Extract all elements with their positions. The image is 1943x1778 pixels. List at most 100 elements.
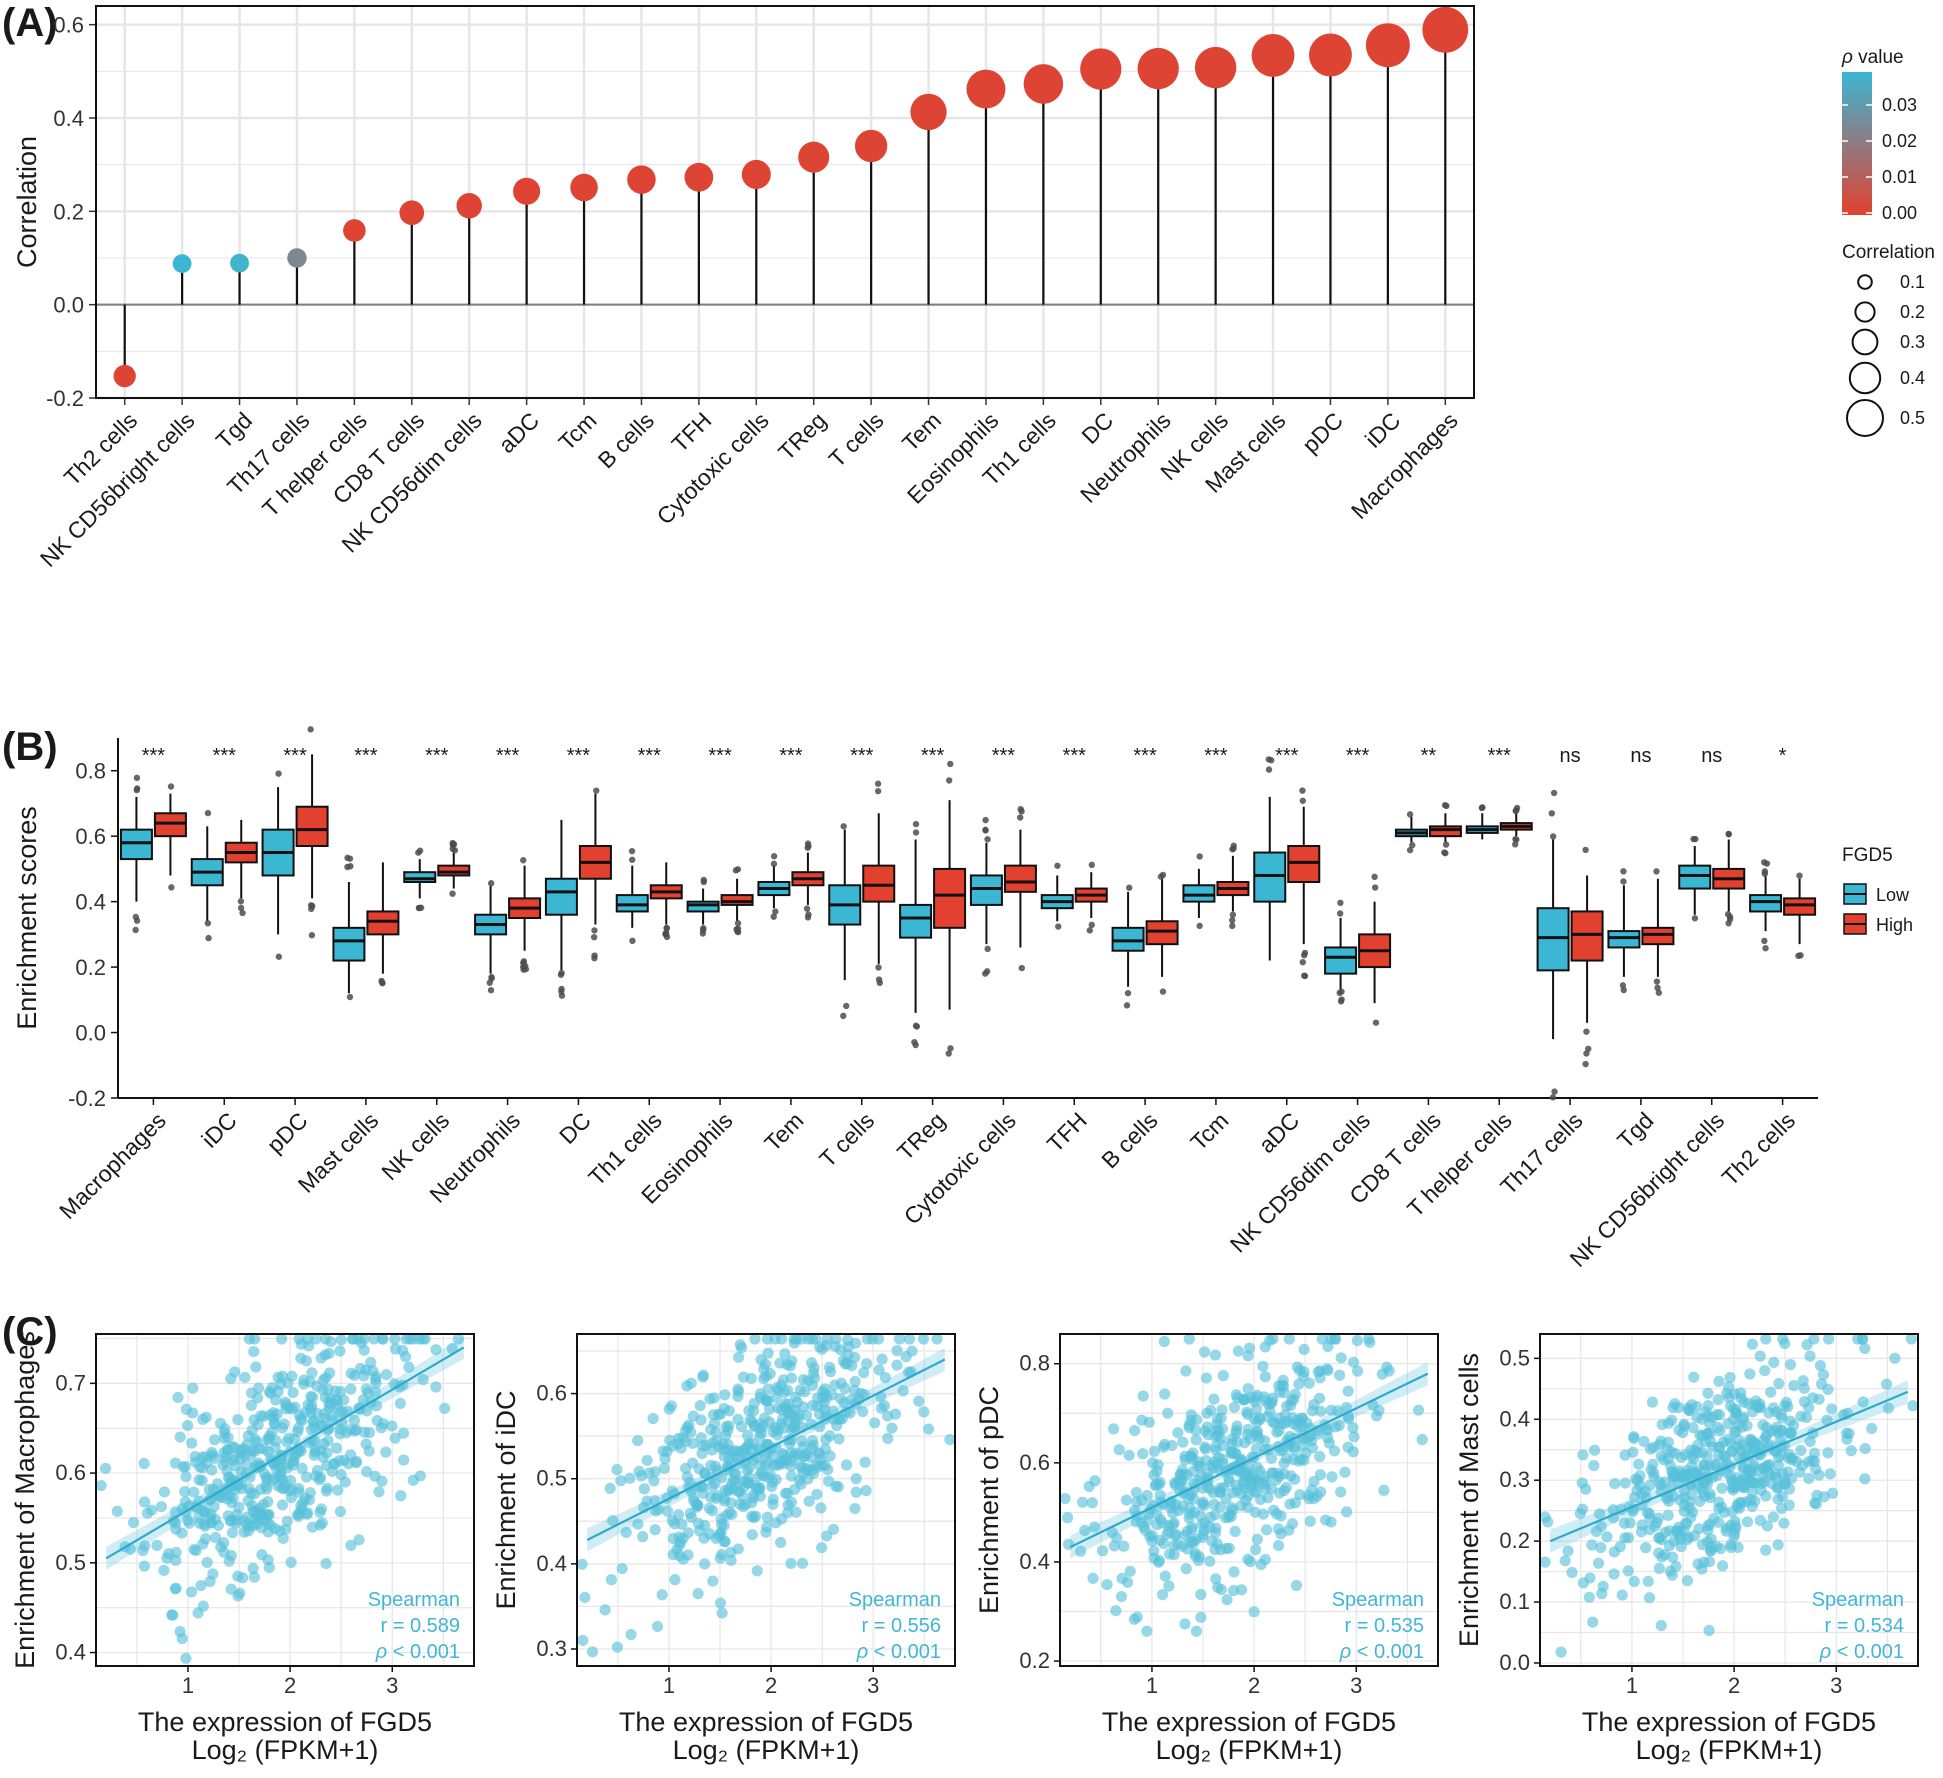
scatter-point [1210, 1441, 1222, 1453]
box-body [1783, 897, 1817, 916]
y-tick-label: 0.3 [1499, 1467, 1530, 1492]
scatter-point [300, 1471, 313, 1483]
x-category-label: Tgd [1612, 1107, 1658, 1153]
scatter-point [1644, 1479, 1656, 1492]
scatter-point [1237, 1475, 1249, 1487]
scatter-point [1631, 1484, 1643, 1497]
scatter-point [1772, 1539, 1784, 1551]
scatter-point [207, 1568, 219, 1580]
box-outlier [1018, 808, 1025, 815]
scatter-point [1577, 1577, 1590, 1589]
fit-line [1549, 1390, 1909, 1543]
scatter-point [1776, 1491, 1789, 1503]
scatter-point [1716, 1501, 1728, 1513]
scatter-point [1138, 1521, 1150, 1533]
scatter-point [1258, 1391, 1270, 1403]
scatter-point [1738, 1481, 1750, 1494]
box-outlier [982, 827, 989, 834]
scatter-point [816, 1385, 829, 1398]
scatter-point [641, 1454, 653, 1467]
box-outlier [805, 842, 812, 850]
scatter-point [1859, 1342, 1871, 1355]
box-outlier [520, 857, 527, 864]
scatter-point [1190, 1434, 1202, 1446]
fit-line [1069, 1372, 1429, 1549]
scatter-point [1232, 1465, 1244, 1477]
plot-frame [95, 5, 1475, 399]
scatter-point [691, 1481, 703, 1493]
y-tick-label: 0.2 [53, 199, 84, 224]
spearman-method-label: Spearman [849, 1589, 941, 1611]
scatter-point [1264, 1334, 1276, 1347]
scatter-point [1583, 1591, 1595, 1603]
scatter-point [307, 1391, 319, 1403]
box-outlier [1338, 996, 1345, 1003]
scatter-point [299, 1493, 312, 1505]
box-body [933, 867, 967, 929]
x-axis-title: The expression of FGD5 [619, 1707, 913, 1737]
scatter-point [1158, 1335, 1170, 1348]
scatter-point [1701, 1410, 1713, 1423]
scatter-point [1308, 1398, 1320, 1411]
scatter-point [767, 1498, 779, 1510]
scatter-point [1755, 1484, 1767, 1496]
scatter-point [786, 1424, 798, 1436]
scatter-point [650, 1505, 662, 1517]
scatter-point [1314, 1469, 1326, 1481]
significance-label: *** [1346, 745, 1370, 767]
scatter-point [762, 1383, 774, 1395]
scatter-point [170, 1546, 182, 1559]
scatter-point [1866, 1422, 1878, 1435]
legend-p-symbol: ρ [1841, 47, 1853, 68]
legend-p-label: 0.01 [1882, 167, 1917, 187]
scatter-point [1264, 1405, 1276, 1418]
box-outlier [875, 964, 882, 971]
scatter-point [1822, 1383, 1834, 1395]
spearman-p-label: ρ < 0.001 [1819, 1641, 1904, 1663]
box-outlier [451, 847, 459, 854]
scatter-point [1251, 1416, 1263, 1428]
scatter-point [1705, 1533, 1717, 1545]
scatter-point [1190, 1424, 1202, 1437]
legend-size-circle [1848, 361, 1882, 395]
x-axis-title: The expression of FGD5 [1582, 1707, 1876, 1737]
scatter-point [368, 1333, 380, 1345]
scatter-point [842, 1334, 854, 1346]
box-outlier [167, 783, 175, 790]
scatter-point [1088, 1521, 1100, 1533]
box-outlier [133, 785, 141, 792]
scatter-point [1251, 1402, 1263, 1415]
box-outlier [1442, 849, 1449, 857]
scatter-point [1622, 1565, 1634, 1577]
scatter-point [1688, 1371, 1700, 1383]
scatter-point [632, 1434, 644, 1447]
scatter-point [1785, 1427, 1798, 1439]
scatter-point [250, 1436, 263, 1448]
scatter-point [1778, 1517, 1790, 1529]
scatter-point [849, 1502, 861, 1515]
box-outlier [309, 902, 316, 910]
scatter-point [1198, 1524, 1210, 1537]
scatter-point [1161, 1528, 1173, 1541]
box-outlier [204, 809, 212, 817]
x-category-label: Th2 cells [1717, 1107, 1800, 1190]
scatter-point [414, 1470, 426, 1482]
scatter-point [1826, 1403, 1838, 1415]
box-outlier [803, 905, 811, 912]
box-outlier [1620, 986, 1627, 994]
box-outlier [874, 787, 882, 795]
scatter-point [263, 1430, 276, 1442]
box-outlier [912, 820, 920, 828]
lollipop-point [1422, 6, 1469, 53]
scatter-point [203, 1495, 215, 1507]
box-outlier [663, 933, 671, 941]
scatter-point [616, 1562, 628, 1575]
lollipop-point [741, 159, 771, 189]
box-body [1536, 907, 1570, 972]
box-outlier [1301, 972, 1308, 979]
scatter-point [1208, 1498, 1220, 1510]
box-outlier [1299, 797, 1306, 804]
scatter-point [195, 1579, 207, 1592]
scatter-point [1703, 1624, 1715, 1637]
scatter-point [1291, 1420, 1303, 1433]
